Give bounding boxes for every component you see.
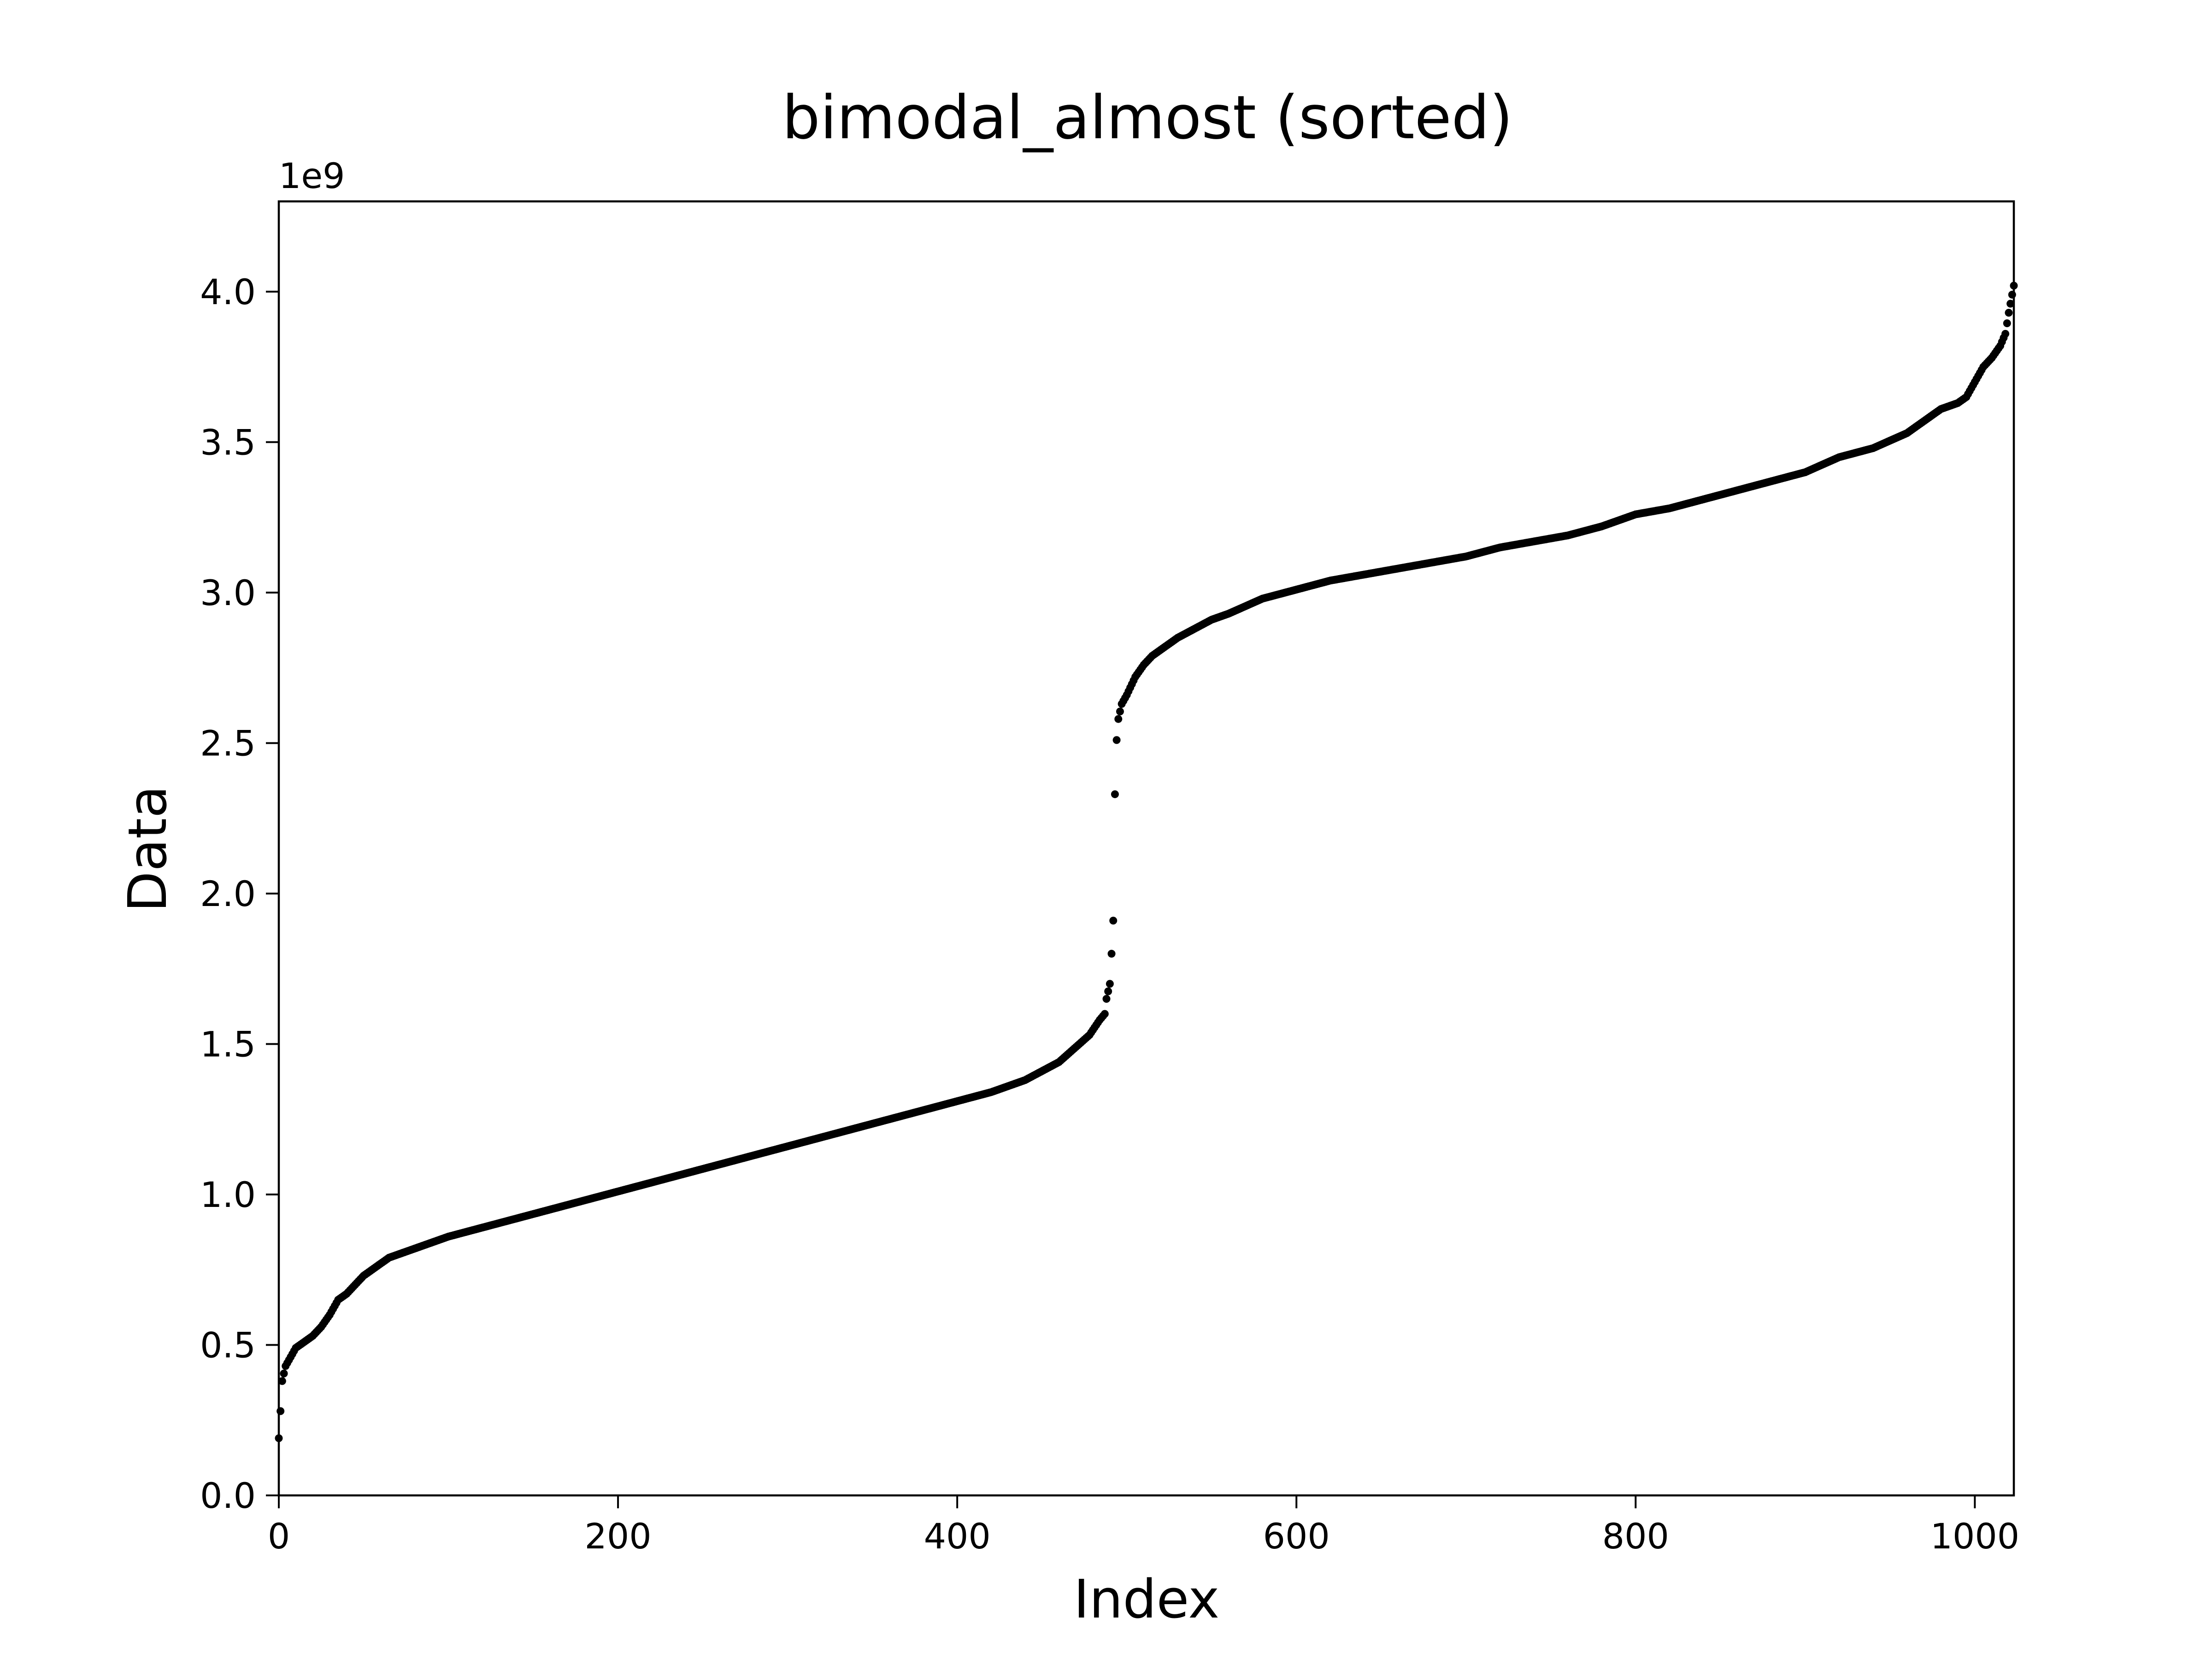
data-point (1104, 987, 1112, 995)
x-tick-label: 0 (268, 1516, 290, 1557)
data-point (1114, 715, 1123, 723)
data-point (1100, 1010, 1109, 1018)
y-axis-offset-label: 1e9 (279, 155, 345, 196)
y-tick-label: 2.5 (200, 723, 256, 764)
data-point (1106, 980, 1114, 988)
data-point (2003, 319, 2011, 327)
x-tick-label: 200 (585, 1516, 652, 1557)
x-axis-label: Index (1074, 1569, 1220, 1630)
y-tick-label: 1.5 (200, 1024, 256, 1065)
y-tick-label: 4.0 (200, 271, 256, 312)
x-tick-label: 400 (924, 1516, 991, 1557)
data-point (1116, 707, 1124, 716)
x-tick-label: 600 (1263, 1516, 1330, 1557)
x-axis: 0 200 400 600 800 1000 (268, 1495, 2019, 1557)
data-point (2008, 290, 2016, 299)
data-point (2001, 329, 2010, 338)
data-point (1107, 950, 1116, 958)
y-tick-label: 3.0 (200, 572, 256, 613)
data-point (1102, 995, 1111, 1003)
x-tick-label: 1000 (1930, 1516, 2019, 1557)
y-tick-label: 0.0 (200, 1475, 256, 1516)
y-axis: 0.0 0.5 1.0 1.5 2.0 2.5 3.0 3.5 4.0 (200, 271, 279, 1516)
plot-area (275, 282, 2018, 1442)
y-tick-label: 3.5 (200, 422, 256, 463)
axes-frame (277, 200, 2015, 1497)
data-point (2005, 309, 2013, 317)
y-axis-label: Data (117, 786, 179, 912)
data-point (1112, 736, 1121, 744)
x-tick-label: 800 (1602, 1516, 1669, 1557)
data-point (1111, 790, 1119, 798)
y-tick-label: 0.5 (200, 1324, 256, 1365)
data-point (278, 1377, 286, 1385)
y-tick-label: 2.0 (200, 873, 256, 914)
data-point (276, 1407, 285, 1415)
y-tick-label: 1.0 (200, 1174, 256, 1215)
chart-title: bimodal_almost (sorted) (782, 82, 1513, 153)
data-point (2006, 300, 2015, 308)
data-point (280, 1370, 288, 1378)
data-point (1109, 917, 1118, 925)
